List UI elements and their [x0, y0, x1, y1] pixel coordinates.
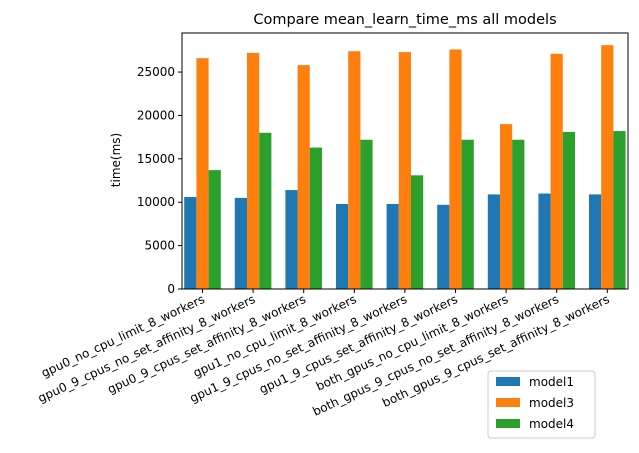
bar-model4-5 [461, 139, 474, 289]
bar-model1-6 [487, 194, 500, 289]
bar-model4-7 [562, 131, 575, 289]
bar-model1-5 [437, 204, 450, 289]
legend-swatch-model4 [496, 419, 520, 428]
bar-model1-7 [538, 193, 551, 289]
y-axis: 0 5000 10000 15000 20000 25000 [137, 65, 182, 296]
bar-model3-4 [398, 52, 411, 290]
y-tick-label: 15000 [137, 152, 175, 166]
bar-model3-7 [550, 53, 563, 289]
bar-model1-8 [589, 194, 602, 289]
plot-frame [181, 32, 629, 290]
bar-model1-3 [336, 203, 349, 289]
y-tick-label: 20000 [137, 108, 175, 122]
chart-title: Compare mean_learn_time_ms all models [253, 12, 556, 28]
legend-label-model3: model3 [529, 396, 574, 410]
bar-model3-0 [196, 58, 209, 289]
bar-model3-3 [348, 51, 361, 290]
bar-model1-4 [386, 203, 399, 289]
bar-model4-6 [512, 139, 525, 289]
bar-model3-5 [449, 49, 462, 290]
bar-model4-4 [411, 175, 424, 289]
y-tick-label: 5000 [144, 239, 175, 253]
bar-model4-3 [360, 139, 373, 289]
bar-model3-1 [247, 52, 260, 290]
y-tick-label: 25000 [137, 65, 175, 79]
legend: model1 model3 model4 [487, 370, 596, 439]
bar-model4-2 [309, 147, 322, 289]
bar-model3-8 [601, 45, 614, 289]
bar-model4-0 [208, 170, 221, 289]
y-tick-label: 0 [167, 282, 175, 296]
bars-group [184, 45, 626, 290]
legend-label-model1: model1 [529, 375, 574, 389]
bar-model1-1 [234, 197, 247, 289]
bar-model1-2 [285, 190, 298, 289]
y-axis-label: time(ms) [109, 133, 123, 187]
legend-swatch-model1 [496, 377, 520, 386]
bar-model3-6 [500, 124, 513, 289]
legend-label-model4: model4 [529, 417, 574, 431]
bar-model3-2 [297, 65, 310, 289]
y-tick-label: 10000 [137, 195, 175, 209]
bar-model1-0 [184, 197, 197, 289]
bar-model4-8 [613, 131, 626, 289]
legend-swatch-model3 [496, 398, 520, 407]
bar-model4-1 [259, 132, 272, 289]
